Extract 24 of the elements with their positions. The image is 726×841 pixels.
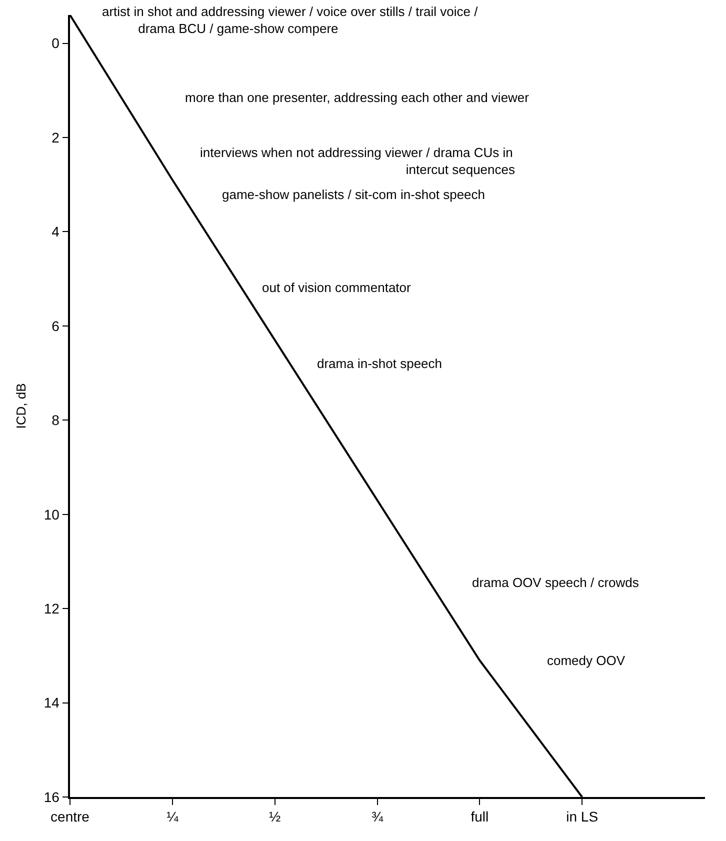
annotation: drama in-shot speech	[317, 356, 442, 371]
y-tick-label: 6	[52, 318, 60, 334]
x-tick-label: full	[470, 808, 489, 825]
x-tick-label: in LS	[566, 808, 598, 825]
annotation: drama OOV speech / crowds	[472, 575, 640, 590]
y-tick-label: 14	[44, 694, 60, 711]
annotation: more than one presenter, addressing each other and viewer	[185, 90, 530, 105]
y-tick-label: 10	[44, 506, 60, 522]
y-tick-label: 4	[52, 224, 60, 240]
annotation: out of vision commentator	[262, 280, 412, 295]
x-tick-label: ½	[268, 808, 281, 825]
y-tick-label: 0	[52, 35, 60, 52]
y-tick-label: 2	[52, 129, 60, 146]
x-tick-label: centre	[50, 808, 90, 825]
x-tick-label: ¼	[166, 808, 179, 825]
y-tick-label: 8	[52, 412, 60, 428]
y-tick-label: 16	[44, 788, 60, 805]
annotation: interviews when not addressing viewer / drama CUs in intercut sequences	[200, 145, 516, 177]
annotation: comedy OOV	[547, 653, 626, 668]
annotation: game-show panelists / sit-com in-shot speech	[222, 187, 486, 202]
y-axis-title: ICD, dB	[13, 383, 28, 429]
x-tick-label: ¾	[371, 808, 384, 825]
annotation: artist in shot and addressing viewer / voice over stills / trail voice / drama BCU / game-show compere	[102, 4, 478, 36]
y-tick-label: 12	[44, 600, 60, 616]
